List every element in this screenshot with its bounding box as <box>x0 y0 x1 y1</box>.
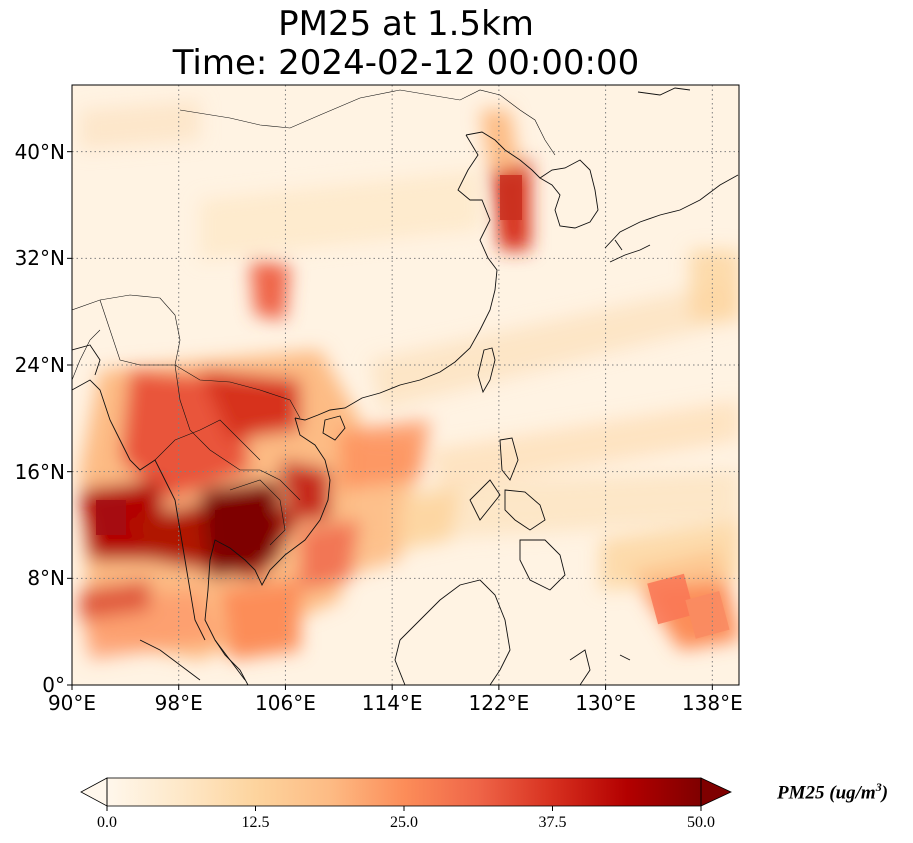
taiwan-coastline <box>477 347 496 394</box>
pm25-field <box>72 85 739 685</box>
bengal-coastline <box>72 344 101 376</box>
malay-coastline <box>139 639 249 685</box>
japan-coastline <box>604 87 739 263</box>
colorbar-tick-label: 50.0 <box>687 814 715 831</box>
colorbar-extend-low <box>80 777 108 807</box>
indochina-coastline <box>204 417 331 681</box>
border-laos-vietnam <box>174 364 301 501</box>
border-cambodia <box>229 479 286 546</box>
y-tick-label: 24°N <box>14 353 65 377</box>
colorbar-tick-label: 37.5 <box>538 814 567 831</box>
colorbar-label-superscript: 3 <box>875 780 882 794</box>
x-tick-label: 138°E <box>681 691 743 715</box>
colorbar-extend-high <box>700 777 732 807</box>
border-myanmar <box>99 299 301 419</box>
border-india-bangladesh <box>72 329 101 381</box>
philippines-coastline <box>469 437 566 591</box>
axis-tick-marks <box>67 151 713 690</box>
colorbar-label-close: ) <box>881 782 889 804</box>
korea-coastline <box>539 159 599 229</box>
y-tick-label: 8°N <box>27 566 65 591</box>
bohai-coastline <box>465 131 541 179</box>
colorbar <box>80 777 732 811</box>
sulawesi-coastline <box>569 649 631 685</box>
colorbar-tick-label: 25.0 <box>390 814 418 831</box>
map-frame <box>71 84 740 686</box>
colorbar-tick-label: 0.0 <box>97 814 117 831</box>
colorbar-tick-label: 12.5 <box>241 814 270 831</box>
x-tick-label: 106°E <box>255 691 316 715</box>
x-tick-label: 122°E <box>468 691 530 715</box>
hainan-coastline <box>322 415 346 441</box>
x-tick-label: 90°E <box>47 691 97 715</box>
colorbar-label-text: PM25 (ug/m <box>777 782 876 804</box>
china-coastline <box>294 134 498 421</box>
y-tick-label: 32°N <box>14 246 65 271</box>
map-title-line1: PM25 at 1.5km <box>278 4 534 44</box>
graticule <box>72 85 739 685</box>
colorbar-tick-marks <box>106 806 702 811</box>
y-tick-label: 16°N <box>14 459 65 484</box>
country-borders <box>72 89 556 546</box>
y-tick-label: 40°N <box>14 139 65 164</box>
border-thailand <box>154 419 261 461</box>
borneo-coastline <box>394 579 511 685</box>
x-tick-label: 114°E <box>361 691 423 715</box>
colorbar-body <box>107 778 701 806</box>
y-tick-label: 0° <box>42 673 65 697</box>
colorbar-label: PM25 (ug/m3) <box>777 780 888 804</box>
border-northern-china <box>179 89 556 156</box>
x-tick-label: 130°E <box>575 691 636 715</box>
x-tick-label: 98°E <box>154 691 203 715</box>
map-title-line2: Time: 2024-02-12 00:00:00 <box>172 43 640 83</box>
